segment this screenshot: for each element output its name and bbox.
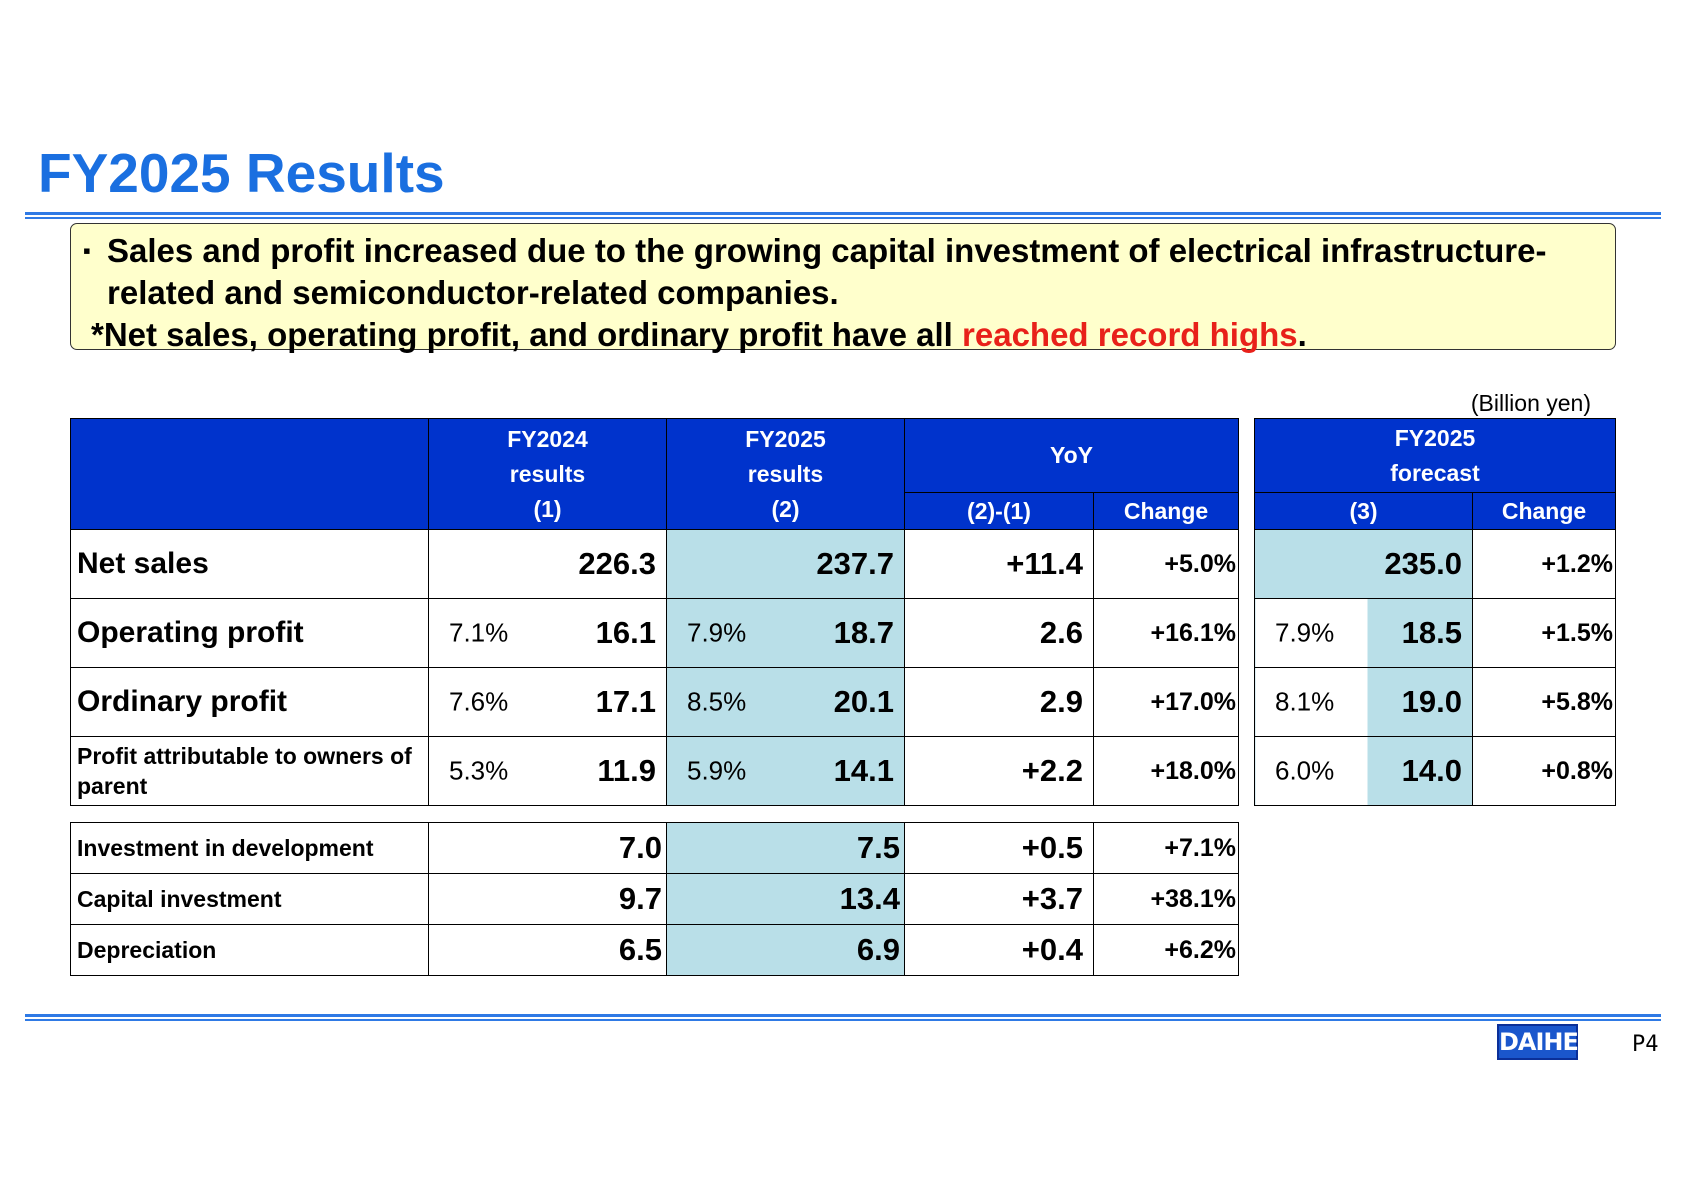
investment-table: Investment in development 7.0 7.5 +0.5 +…: [70, 822, 1239, 976]
fy2024-value: 16.1: [595, 615, 656, 650]
header-yoy: YoY: [904, 418, 1239, 493]
row-label: Investment in development: [70, 822, 429, 874]
table-row: 7.9% 18.5 +1.5%: [1254, 598, 1616, 668]
table-row: Net sales 226.3 237.7 +11.4 +5.0%: [70, 529, 1239, 599]
header-fy2024: FY2024 results (1): [428, 418, 667, 530]
footer-divider: [25, 1014, 1661, 1021]
summary-line-2: *Net sales, operating profit, and ordina…: [91, 316, 963, 353]
header-forecast: FY2025 forecast: [1254, 418, 1616, 493]
forecast-change-value: +5.8%: [1472, 667, 1616, 737]
fy2025-value: 20.1: [833, 684, 894, 719]
yoy-change-value: +38.1%: [1093, 873, 1239, 925]
row-label: Capital investment: [70, 873, 429, 925]
header-yoy-diff: (2)-(1): [904, 492, 1094, 530]
yoy-change-value: +16.1%: [1093, 598, 1239, 668]
results-table: FY2024 results (1) FY2025 results (2) YoY (2…: [70, 418, 1239, 806]
page-title: FY2025 Results: [38, 142, 445, 204]
fy2024-margin: 7.1%: [449, 617, 509, 648]
table-row: 8.1% 19.0 +5.8%: [1254, 667, 1616, 737]
forecast-change-value: +1.2%: [1472, 529, 1616, 599]
fy2024-value: 9.7: [618, 881, 662, 916]
header-forecast-change: Change: [1472, 492, 1616, 530]
summary-line-2-end: .: [1297, 316, 1307, 353]
yoy-diff-value: +11.4: [1006, 546, 1083, 581]
header-fy2025: FY2025 results (2): [666, 418, 905, 530]
yoy-diff-value: +3.7: [1021, 881, 1083, 916]
title-divider: [25, 212, 1661, 219]
unit-label: (Billion yen): [1470, 390, 1591, 416]
yoy-change-value: +7.1%: [1093, 822, 1239, 874]
row-label: Operating profit: [70, 598, 429, 668]
fy2024-value: 226.3: [578, 546, 656, 581]
fy2025-margin: 8.5%: [687, 686, 747, 717]
fy2024-margin: 5.3%: [449, 755, 509, 786]
yoy-diff-value: +2.2: [1021, 753, 1083, 788]
fy2025-value: 13.4: [839, 881, 900, 916]
fy2025-value: 18.7: [833, 615, 894, 650]
forecast-value: 18.5: [1401, 615, 1462, 650]
record-highlight: reached record highs: [962, 316, 1298, 353]
fy2025-value: 14.1: [833, 753, 894, 788]
table-row: Depreciation 6.5 6.9 +0.4 +6.2%: [70, 924, 1239, 976]
fy2024-value: 6.5: [618, 932, 662, 967]
header-forecast-value: (3): [1254, 492, 1473, 530]
yoy-change-value: +5.0%: [1093, 529, 1239, 599]
fy2024-value: 17.1: [595, 684, 656, 719]
table-row: Ordinary profit 7.6% 17.1 8.5% 20.1 2.9 +1…: [70, 667, 1239, 737]
yoy-diff-value: +0.4: [1021, 932, 1083, 967]
daihen-logo: DAIHEN: [1497, 1024, 1598, 1060]
fy2025-margin: 7.9%: [687, 617, 747, 648]
forecast-change-value: +0.8%: [1472, 736, 1616, 806]
table-row: 235.0 +1.2%: [1254, 529, 1616, 599]
forecast-table: FY2025 forecast (3) Change 235.0 +1.2% 7.…: [1254, 418, 1616, 806]
forecast-change-value: +1.5%: [1472, 598, 1616, 668]
forecast-margin: 6.0%: [1275, 755, 1335, 786]
fy2024-value: 11.9: [597, 753, 656, 788]
summary-box: ▪ Sales and profit increased due to the …: [70, 223, 1616, 353]
yoy-change-value: +6.2%: [1093, 924, 1239, 976]
row-label: Ordinary profit: [70, 667, 429, 737]
forecast-value: 19.0: [1401, 684, 1462, 719]
yoy-change-value: +17.0%: [1093, 667, 1239, 737]
table-row: Profit attributable to owners of parent …: [70, 736, 1239, 806]
row-label: Net sales: [70, 529, 429, 599]
header-yoy-change: Change: [1093, 492, 1239, 530]
row-label: Depreciation: [70, 924, 429, 976]
forecast-value: 235.0: [1384, 546, 1462, 581]
bullet-icon: ▪: [83, 238, 91, 263]
row-label: Profit attributable to owners of parent: [70, 736, 429, 806]
page-number: P4: [1632, 1032, 1659, 1057]
summary-line-1: Sales and profit increased due to the gr…: [107, 232, 1547, 311]
fy2024-value: 7.0: [618, 830, 662, 865]
fy2025-value: 237.7: [816, 546, 894, 581]
table-row: Operating profit 7.1% 16.1 7.9% 18.7 2.6 +…: [70, 598, 1239, 668]
header-blank: [70, 418, 429, 530]
forecast-margin: 7.9%: [1275, 617, 1335, 648]
fy2024-margin: 7.6%: [449, 686, 509, 717]
table-row: Investment in development 7.0 7.5 +0.5 +…: [70, 822, 1239, 874]
yoy-diff-value: 2.9: [1039, 684, 1083, 719]
yoy-change-value: +18.0%: [1093, 736, 1239, 806]
yoy-diff-value: 2.6: [1039, 615, 1083, 650]
table-row: Capital investment 9.7 13.4 +3.7 +38.1%: [70, 873, 1239, 925]
forecast-margin: 8.1%: [1275, 686, 1335, 717]
fy2025-margin: 5.9%: [687, 755, 747, 786]
forecast-value: 14.0: [1401, 753, 1462, 788]
fy2025-value: 6.9: [856, 932, 900, 967]
fy2025-value: 7.5: [856, 830, 900, 865]
table-row: 6.0% 14.0 +0.8%: [1254, 736, 1616, 806]
yoy-diff-value: +0.5: [1021, 830, 1083, 865]
